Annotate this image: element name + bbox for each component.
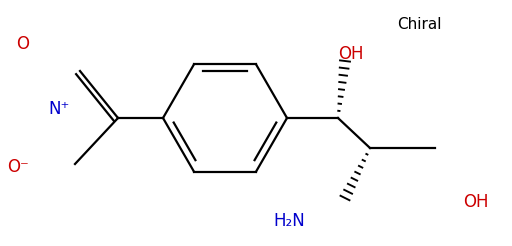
Text: O⁻: O⁻ (7, 158, 29, 176)
Text: H₂N: H₂N (273, 212, 305, 231)
Text: OH: OH (338, 45, 364, 63)
Text: Chiral: Chiral (398, 17, 442, 32)
Text: OH: OH (463, 193, 489, 211)
Text: O: O (16, 35, 30, 53)
Text: N⁺: N⁺ (48, 100, 70, 119)
